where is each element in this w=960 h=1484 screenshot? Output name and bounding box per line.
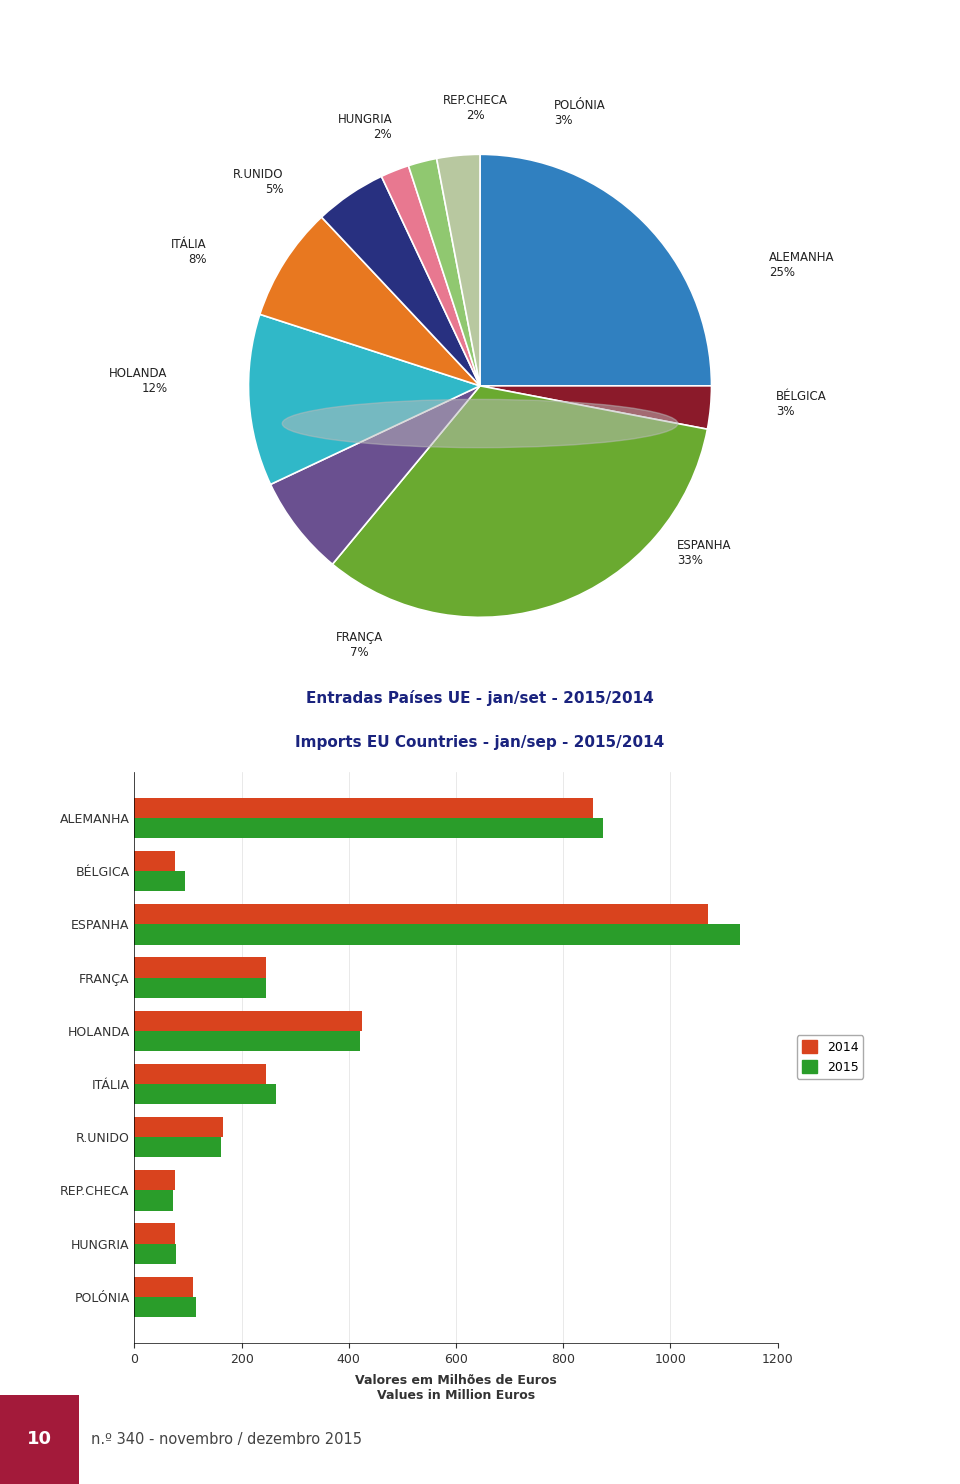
Wedge shape xyxy=(260,217,480,386)
Wedge shape xyxy=(322,177,480,386)
Wedge shape xyxy=(381,166,480,386)
Bar xyxy=(134,798,592,818)
Text: COMÉRCIO EXTERNO: COMÉRCIO EXTERNO xyxy=(17,21,259,42)
Text: REP.CHECA
2%: REP.CHECA 2% xyxy=(443,93,508,122)
Bar xyxy=(134,957,266,978)
Wedge shape xyxy=(480,386,711,429)
Text: Entradas Países UE - jan/set - 2015/2014: Entradas Países UE - jan/set - 2015/2014 xyxy=(306,690,654,706)
Bar xyxy=(134,1297,196,1318)
Bar xyxy=(134,1171,175,1190)
Wedge shape xyxy=(271,386,480,564)
Bar xyxy=(134,818,604,838)
Wedge shape xyxy=(332,386,708,617)
Bar xyxy=(134,1190,173,1211)
Ellipse shape xyxy=(282,399,678,448)
Wedge shape xyxy=(408,159,480,386)
Text: BÉLGICA
3%: BÉLGICA 3% xyxy=(777,390,828,418)
Bar xyxy=(134,1117,223,1137)
Bar xyxy=(0,1395,79,1484)
Bar xyxy=(134,850,175,871)
Legend: 2014, 2015: 2014, 2015 xyxy=(797,1034,863,1079)
Text: HUNGRIA
2%: HUNGRIA 2% xyxy=(337,113,392,141)
Text: HOLANDA
12%: HOLANDA 12% xyxy=(109,367,167,395)
Bar xyxy=(134,925,740,944)
Text: ESPANHA
33%: ESPANHA 33% xyxy=(677,539,732,567)
Text: FRANÇA
7%: FRANÇA 7% xyxy=(336,631,383,659)
Wedge shape xyxy=(249,315,480,484)
Text: ITÁLIA
8%: ITÁLIA 8% xyxy=(171,237,206,266)
Text: POLÓNIA
3%: POLÓNIA 3% xyxy=(554,98,606,126)
Bar xyxy=(134,904,708,925)
Bar xyxy=(134,1011,362,1031)
Text: Imports EU Countries - jan/sep - 2015/2014: Imports EU Countries - jan/sep - 2015/20… xyxy=(296,735,664,749)
Wedge shape xyxy=(480,154,711,386)
Text: R.UNIDO
5%: R.UNIDO 5% xyxy=(232,168,283,196)
Text: n.º 340 - novembro / dezembro 2015: n.º 340 - novembro / dezembro 2015 xyxy=(91,1432,362,1447)
Text: 10: 10 xyxy=(27,1431,52,1448)
Bar xyxy=(134,871,185,892)
X-axis label: Valores em Milhões de Euros
Values in Million Euros: Valores em Milhões de Euros Values in Mi… xyxy=(355,1374,557,1402)
Bar xyxy=(134,1031,359,1051)
Bar xyxy=(134,1064,266,1083)
Bar xyxy=(134,1223,175,1244)
Bar xyxy=(134,978,266,997)
Bar xyxy=(134,1276,193,1297)
Wedge shape xyxy=(437,154,480,386)
Bar xyxy=(134,1137,221,1158)
Bar xyxy=(134,1244,177,1264)
Text: ALEMANHA
25%: ALEMANHA 25% xyxy=(769,251,835,279)
Bar xyxy=(134,1083,276,1104)
